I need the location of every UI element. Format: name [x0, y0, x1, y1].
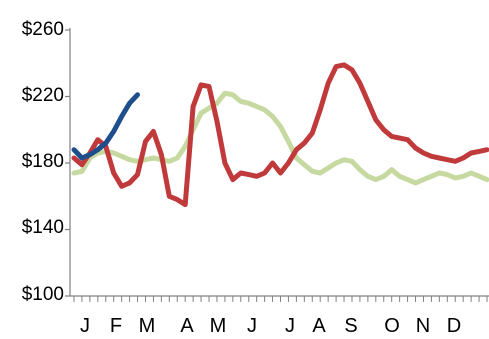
x-label-jan: J — [80, 315, 90, 337]
x-label-apr: A — [180, 315, 194, 337]
x-label-oct: O — [384, 315, 400, 337]
x-label-sep: S — [344, 315, 357, 337]
series-line-blue — [71, 92, 140, 161]
y-tick-label-180: $180 — [22, 151, 64, 172]
x-label-mar: M — [139, 315, 156, 337]
y-axis-labels: $260 $220 $180 $140 $100 — [22, 19, 64, 305]
x-label-aug: A — [312, 315, 326, 337]
x-label-nov: N — [416, 315, 430, 337]
x-label-jun: J — [247, 315, 257, 337]
x-label-dec: D — [447, 315, 461, 337]
y-tick-label-140: $140 — [22, 217, 64, 238]
x-axis-ticks — [73, 296, 488, 302]
x-label-jul: J — [285, 315, 295, 337]
x-axis-labels: J F M A M J J A S O N D — [80, 315, 461, 337]
axes — [65, 28, 489, 302]
y-tick-label-260: $260 — [22, 19, 64, 40]
y-tick-label-100: $100 — [22, 284, 64, 305]
x-label-feb: F — [110, 315, 122, 337]
series-layer — [71, 62, 489, 208]
y-axis-ticks — [65, 29, 70, 297]
y-tick-label-220: $220 — [22, 85, 64, 106]
x-label-may: M — [210, 315, 227, 337]
series-line-red — [71, 62, 489, 208]
